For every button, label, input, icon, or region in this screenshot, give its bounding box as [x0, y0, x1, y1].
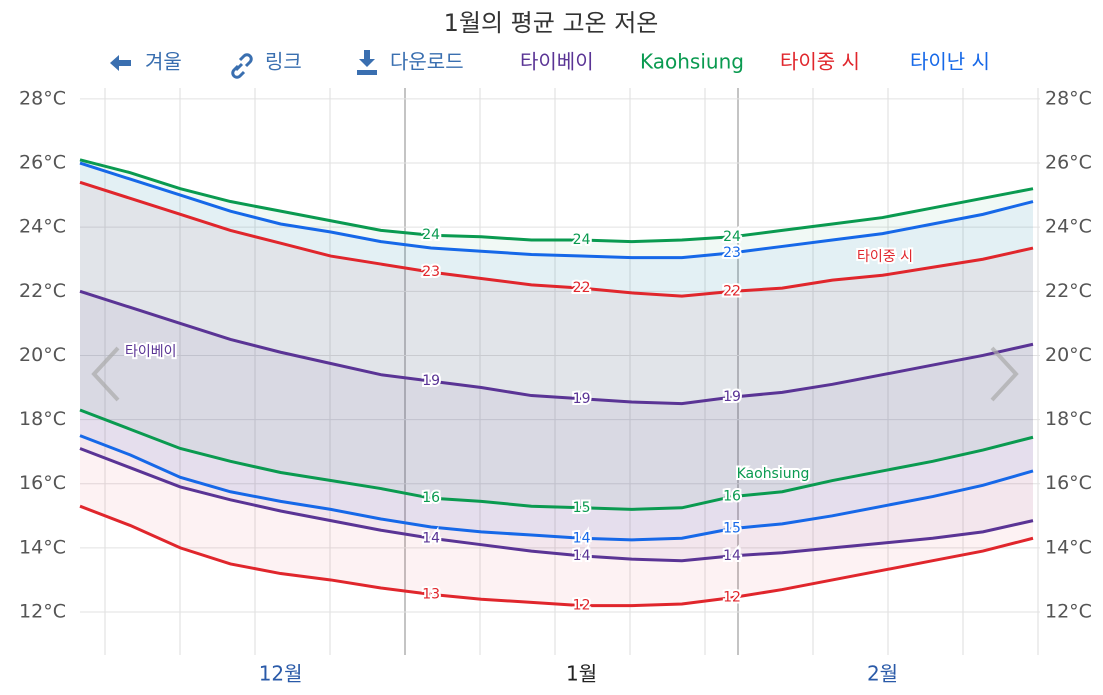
value-label: 24 — [723, 229, 741, 245]
y2-tick-label: 20°C — [1045, 344, 1092, 366]
high-line — [79, 161, 1034, 260]
series-annotation: 타이중 시 — [857, 249, 913, 265]
value-label: 15 — [723, 521, 741, 537]
nav-right-arrow[interactable] — [990, 346, 1019, 402]
value-label: 23 — [723, 245, 741, 261]
back-label[interactable]: 겨울 — [145, 50, 182, 74]
series-annotation: Kaohsiung — [737, 466, 810, 482]
link-button[interactable]: 링크 — [231, 50, 302, 79]
y-tick-label: 22°C — [19, 280, 66, 302]
download-button[interactable]: 다운로드 — [357, 50, 464, 76]
value-label: 15 — [573, 500, 591, 516]
value-label: 24 — [422, 227, 440, 243]
value-label: 23 — [422, 264, 440, 280]
value-label: 12 — [723, 590, 741, 606]
temp-band — [80, 182, 1033, 606]
y2-tick-label: 16°C — [1045, 472, 1092, 494]
y-tick-label: 18°C — [19, 408, 66, 430]
y-tick-label: 12°C — [19, 601, 66, 623]
x-tick-label: 1월 — [566, 662, 597, 686]
value-label: 19 — [422, 373, 440, 389]
lines — [79, 158, 1034, 608]
x-tick-label: 2월 — [867, 662, 898, 686]
y2-tick-label: 18°C — [1045, 408, 1092, 430]
series-annotation: 타이베이 — [125, 344, 177, 360]
high-line — [79, 158, 1034, 244]
download-icon — [357, 50, 377, 75]
value-label: 16 — [422, 490, 440, 506]
back-icon — [110, 55, 131, 71]
value-label: 22 — [573, 280, 591, 296]
bands — [80, 159, 1033, 606]
low-line — [79, 504, 1034, 608]
y2-tick-label: 28°C — [1045, 87, 1092, 109]
value-labels: 19 19 19 14 14 14 24 24 24 16 15 16 23 22 22 13 12 12 23 14… — [420, 225, 743, 615]
chart-title: 1월의 평균 고온 저온 — [444, 9, 659, 37]
nav-left[interactable] — [91, 346, 120, 402]
value-label: 24 — [573, 232, 591, 248]
y2-tick-label: 14°C — [1045, 536, 1092, 558]
nav-left-arrow[interactable] — [91, 346, 120, 402]
legend-item[interactable]: 타이베이 — [520, 50, 594, 74]
y-tick-label: 24°C — [19, 216, 66, 238]
y2-tick-label: 12°C — [1045, 601, 1092, 623]
y-tick-label: 14°C — [19, 536, 66, 558]
back-button[interactable]: 겨울 — [110, 50, 182, 74]
legend-item[interactable]: 타이중 시 — [780, 50, 860, 74]
y-tick-label: 26°C — [19, 152, 66, 174]
temp-band — [80, 163, 1033, 540]
value-label: 14 — [422, 530, 440, 546]
nav-right[interactable] — [990, 346, 1019, 402]
y-tick-label: 28°C — [19, 87, 66, 109]
link-label[interactable]: 링크 — [265, 50, 302, 74]
low-line — [79, 408, 1034, 511]
low-line — [79, 434, 1034, 542]
y2-tick-label: 22°C — [1045, 280, 1092, 302]
temp-band — [80, 291, 1033, 561]
value-label: 22 — [723, 283, 741, 299]
value-label: 12 — [573, 598, 591, 614]
y-tick-label: 20°C — [19, 344, 66, 366]
value-label: 14 — [723, 548, 741, 564]
high-line — [79, 180, 1034, 298]
value-label: 13 — [422, 586, 440, 602]
temp-band — [80, 159, 1033, 510]
value-label: 14 — [573, 548, 591, 564]
x-tick-label: 12월 — [259, 662, 303, 686]
high-line — [79, 289, 1034, 406]
legend-item[interactable]: 타이난 시 — [910, 50, 990, 74]
y2-tick-label: 26°C — [1045, 152, 1092, 174]
y-tick-label: 16°C — [19, 472, 66, 494]
value-label: 19 — [573, 391, 591, 407]
legend-item[interactable]: Kaohsiung — [640, 50, 744, 74]
low-line — [79, 447, 1034, 563]
y2-tick-label: 24°C — [1045, 216, 1092, 238]
toolbar: 겨울 링크 다운로드 — [110, 50, 464, 79]
link-icon — [231, 53, 253, 79]
value-label: 19 — [723, 389, 741, 405]
download-label[interactable]: 다운로드 — [390, 50, 464, 74]
value-label: 16 — [723, 489, 741, 505]
value-label: 14 — [573, 530, 591, 546]
